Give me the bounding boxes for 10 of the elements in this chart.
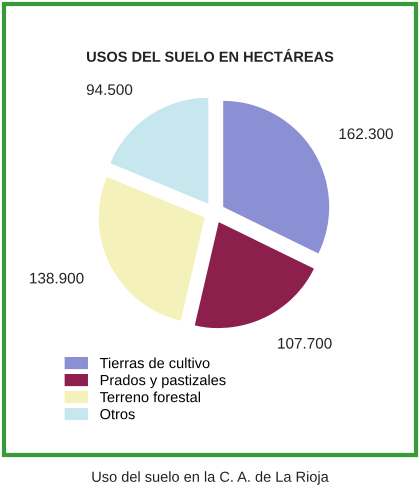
text: Uso del suelo en la C. A. de La Rioja [92, 471, 329, 485]
data-label: 94.500 [86, 84, 132, 96]
data-label: 107.700 [278, 338, 332, 349]
legend-label: Otros [100, 408, 135, 420]
data-label: 138.900 [30, 272, 84, 284]
legend-label: Tierras de cultivo [100, 357, 210, 368]
legend-label: Terreno forestal [100, 392, 200, 402]
chart-title: USOS DEL SUELO EN HECTÁREAS [87, 48, 334, 62]
legend-label: Prados y pastizales [100, 374, 226, 388]
data-label: 162.300 [339, 128, 393, 140]
